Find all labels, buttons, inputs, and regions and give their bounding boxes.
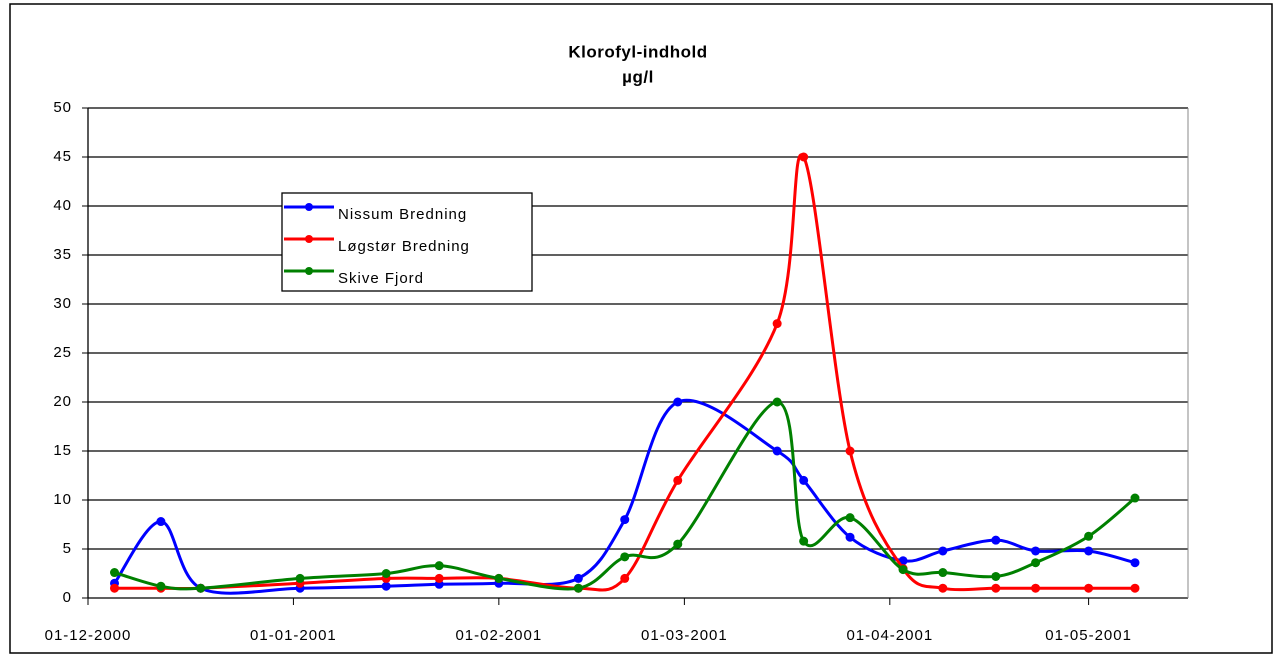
data-point bbox=[1031, 583, 1041, 593]
y-tick-label: 40 bbox=[53, 197, 72, 214]
series-line bbox=[114, 400, 1136, 591]
data-point bbox=[673, 539, 683, 549]
data-point bbox=[1031, 558, 1041, 568]
data-point bbox=[772, 319, 782, 329]
data-point bbox=[381, 569, 391, 578]
data-point bbox=[620, 573, 630, 583]
chart-subtitle: µg/l bbox=[622, 67, 654, 86]
data-point bbox=[845, 446, 855, 456]
y-tick-label: 10 bbox=[53, 491, 72, 508]
data-point bbox=[845, 532, 855, 542]
y-tick-label: 30 bbox=[53, 295, 72, 312]
y-tick-label: 5 bbox=[63, 540, 72, 557]
data-point bbox=[799, 152, 809, 162]
legend-marker bbox=[305, 235, 313, 243]
data-point bbox=[381, 581, 391, 591]
y-tick-label: 15 bbox=[53, 442, 72, 459]
data-point bbox=[295, 573, 305, 583]
data-point bbox=[991, 571, 1001, 581]
data-point bbox=[991, 583, 1001, 593]
data-point bbox=[156, 517, 166, 527]
series-line bbox=[114, 153, 1135, 592]
data-point bbox=[938, 583, 948, 593]
data-point bbox=[772, 446, 782, 456]
data-point bbox=[991, 535, 1001, 545]
data-point bbox=[434, 573, 444, 583]
data-point bbox=[156, 581, 166, 591]
data-point bbox=[799, 475, 809, 485]
data-point bbox=[799, 536, 809, 546]
chart-frame bbox=[9, 3, 1273, 654]
data-point bbox=[1130, 493, 1140, 503]
data-point bbox=[110, 568, 120, 578]
data-point bbox=[1084, 531, 1094, 541]
data-point bbox=[772, 397, 782, 407]
data-point bbox=[110, 583, 120, 593]
data-point bbox=[1084, 583, 1094, 593]
data-point bbox=[434, 561, 444, 571]
data-point bbox=[573, 573, 583, 583]
y-tick-label: 0 bbox=[63, 589, 72, 606]
x-tick-label: 01-02-2001 bbox=[455, 627, 542, 644]
legend-label: Skive Fjord bbox=[338, 270, 424, 287]
y-tick-label: 25 bbox=[53, 344, 72, 361]
data-point bbox=[673, 475, 683, 485]
x-tick-label: 01-03-2001 bbox=[641, 627, 728, 644]
data-point bbox=[938, 568, 948, 578]
data-point bbox=[573, 583, 583, 593]
legend-label: Løgstør Bredning bbox=[338, 238, 470, 255]
data-point bbox=[1130, 558, 1140, 568]
data-point bbox=[494, 573, 504, 583]
y-tick-label: 35 bbox=[53, 246, 72, 263]
legend-label: Nissum Bredning bbox=[338, 206, 467, 223]
data-point bbox=[1084, 546, 1094, 556]
legend-box bbox=[281, 192, 533, 292]
x-tick-label: 01-05-2001 bbox=[1045, 627, 1132, 644]
data-point bbox=[196, 583, 206, 593]
data-point bbox=[938, 546, 948, 556]
data-point bbox=[673, 397, 683, 407]
x-tick-label: 01-12-2000 bbox=[45, 627, 132, 644]
x-tick-label: 01-01-2001 bbox=[250, 627, 337, 644]
data-point bbox=[1031, 546, 1041, 556]
data-point bbox=[620, 552, 630, 562]
x-tick-label: 01-04-2001 bbox=[846, 627, 933, 644]
data-point bbox=[898, 565, 908, 575]
y-tick-label: 45 bbox=[53, 148, 72, 165]
data-point bbox=[845, 513, 855, 523]
legend-marker bbox=[305, 267, 313, 275]
data-point bbox=[1130, 583, 1140, 593]
legend-marker bbox=[305, 203, 313, 211]
series-line bbox=[113, 398, 1136, 595]
y-tick-label: 20 bbox=[53, 393, 72, 410]
y-tick-label: 50 bbox=[53, 99, 72, 116]
data-point bbox=[620, 515, 630, 525]
chart-title: Klorofyl-indhold bbox=[568, 42, 707, 61]
